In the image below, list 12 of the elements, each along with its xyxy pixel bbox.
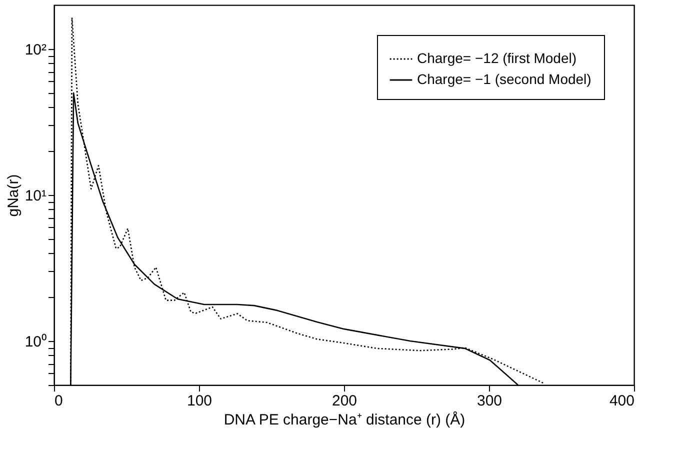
x-tick-label: 400 [609,392,634,410]
x-tick-label: 0 [54,392,63,410]
y-axis-title: gNa(r) [4,174,22,217]
legend-label: Charge= −12 (first Model) [417,50,577,66]
legend-label: Charge= −1 (second Model) [417,71,592,87]
x-tick-label: 100 [186,392,212,410]
y-tick-label: 10¹ [24,188,46,204]
y-tick-label: 10² [24,41,46,58]
x-tick-label: 200 [332,392,358,410]
x-tick-label: 300 [476,392,502,410]
x-axis-title: DNA PE charge−Na⁺ distance (r) (Å) [224,410,466,428]
y-tick-label: 10⁰ [24,334,46,351]
